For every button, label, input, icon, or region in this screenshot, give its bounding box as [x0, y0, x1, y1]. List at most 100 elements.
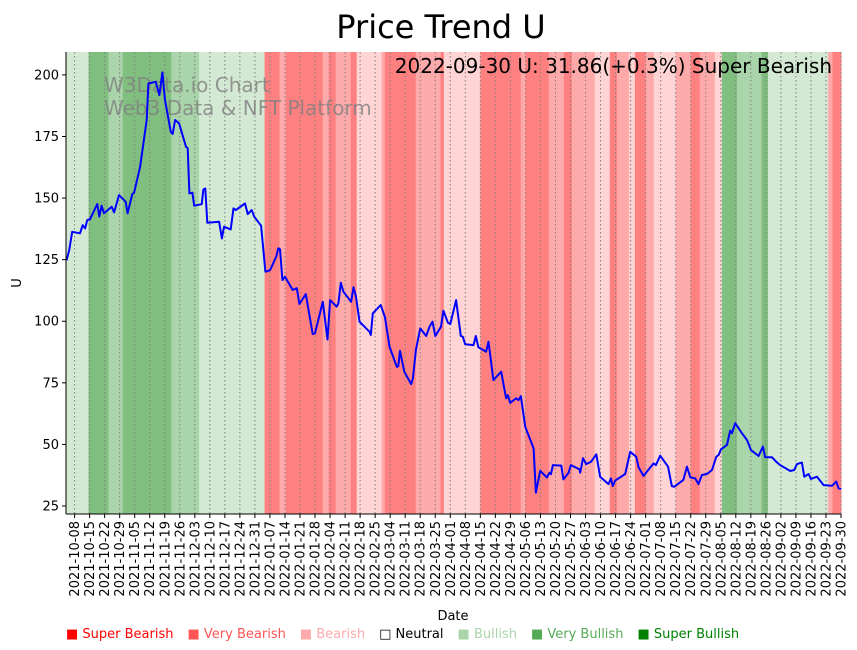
x-tick-label: 2022-05-20 — [549, 521, 564, 597]
sentiment-band — [66, 52, 90, 514]
legend-item: □ Neutral — [379, 627, 443, 642]
x-tick-label: 2021-12-31 — [248, 521, 263, 597]
sentiment-band — [634, 52, 647, 514]
x-tick-label: 2022-07-08 — [654, 521, 669, 597]
x-tick-label: 2022-05-13 — [534, 521, 549, 597]
sentiment-band — [761, 52, 769, 514]
x-axis-label: Date — [437, 609, 468, 624]
watermark-line-1: W3Data.io Chart — [104, 73, 270, 97]
y-axis-ticks: 25 50 75 100 125 150 175 200 — [34, 68, 66, 514]
y-axis-label: U — [10, 278, 25, 288]
watermark-line-2: Web3 Data & NFT Platform — [104, 96, 372, 120]
legend-item: ■ Bearish — [300, 627, 365, 642]
x-tick-label: 2021-12-17 — [218, 521, 233, 597]
legend-label: Neutral — [396, 627, 444, 642]
legend-label: Very Bullish — [547, 627, 623, 642]
legend-swatch-icon: ■ — [637, 627, 653, 642]
x-tick-label: 2022-05-27 — [564, 521, 579, 597]
sentiment-band — [415, 52, 442, 514]
x-tick-label: 2022-06-17 — [609, 521, 624, 597]
sentiment-band — [675, 52, 692, 514]
x-tick-label: 2022-09-09 — [789, 521, 804, 597]
x-tick-label: 2021-12-03 — [188, 521, 203, 597]
legend-item: ■ Bullish — [458, 627, 517, 642]
sentiment-band — [828, 52, 833, 514]
x-tick-label: 2022-04-22 — [489, 521, 504, 597]
x-tick-label: 2022-02-18 — [354, 521, 369, 597]
x-tick-label: 2022-03-11 — [399, 521, 414, 597]
x-tick-label: 2021-11-19 — [158, 521, 173, 597]
sentiment-band — [832, 52, 842, 514]
latest-annotation: 2022-09-30 U: 31.86(+0.3%) Super Bearish — [395, 54, 832, 78]
sentiment-band — [653, 52, 677, 514]
legend-label: Super Bullish — [654, 627, 739, 642]
sentiment-band — [690, 52, 701, 514]
legend-swatch-icon: □ — [379, 627, 395, 642]
sentiment-band — [381, 52, 386, 514]
legend-swatch-icon: ■ — [66, 627, 82, 642]
sentiment-band — [108, 52, 124, 514]
y-tick-label: 150 — [34, 192, 59, 207]
price-line-series-u — [65, 71, 842, 494]
x-tick-label: 2022-07-01 — [639, 521, 654, 597]
sentiment-band — [264, 52, 281, 514]
x-tick-label: 2022-01-21 — [294, 521, 309, 597]
grid-lines — [74, 52, 842, 514]
x-tick-label: 2022-03-25 — [429, 521, 444, 597]
x-tick-label: 2022-02-04 — [324, 521, 339, 597]
legend-item: ■ Very Bullish — [531, 627, 623, 642]
sentiment-band — [443, 52, 481, 514]
x-tick-label: 2022-06-24 — [624, 521, 639, 597]
x-tick-label: 2022-01-14 — [278, 521, 293, 597]
x-tick-label: 2022-04-08 — [459, 521, 474, 597]
sentiment-band — [350, 52, 358, 514]
sentiment-band — [645, 52, 655, 514]
sentiment-bands — [66, 52, 842, 514]
sentiment-band — [384, 52, 417, 514]
sentiment-band — [520, 52, 526, 514]
sentiment-band — [328, 52, 337, 514]
x-tick-label: 2022-07-15 — [669, 521, 684, 597]
sentiment-band — [768, 52, 829, 514]
legend-swatch-icon: ■ — [458, 627, 474, 642]
x-tick-label: 2021-12-10 — [203, 521, 218, 597]
chart-title: Price Trend U — [336, 8, 545, 46]
sentiment-band — [736, 52, 763, 514]
legend-item: ■ Super Bullish — [637, 627, 739, 642]
sentiment-band — [609, 52, 618, 514]
x-tick-label: 2022-07-29 — [699, 521, 714, 597]
x-tick-label: 2021-10-22 — [98, 521, 113, 597]
sentiment-band — [525, 52, 550, 514]
y-tick-label: 200 — [34, 68, 59, 83]
x-tick-label: 2022-02-25 — [369, 521, 384, 597]
sentiment-band — [279, 52, 287, 514]
sentiment-band — [571, 52, 596, 514]
sentiment-band — [285, 52, 324, 514]
x-tick-label: 2022-06-03 — [579, 521, 594, 597]
x-tick-label: 2022-08-19 — [744, 521, 759, 597]
sentiment-band — [714, 52, 723, 514]
y-tick-label: 75 — [42, 376, 59, 391]
legend-swatch-icon: ■ — [300, 627, 316, 642]
x-axis-ticks: 2021-10-08 2021-10-15 2021-10-22 2021-10-29… — [68, 514, 850, 597]
legend: ■ Super Bearish ■ Very Bearish ■ Bearish □ … — [66, 627, 739, 642]
legend-label: Bearish — [316, 627, 365, 642]
x-tick-label: 2022-08-26 — [759, 521, 774, 597]
x-tick-label: 2022-01-28 — [309, 521, 324, 597]
sentiment-band — [335, 52, 352, 514]
y-tick-label: 25 — [42, 499, 59, 514]
sentiment-band — [122, 52, 172, 514]
legend-label: Very Bearish — [204, 627, 286, 642]
x-tick-label: 2022-04-15 — [474, 521, 489, 597]
x-tick-label: 2022-04-29 — [504, 521, 519, 597]
y-tick-label: 175 — [34, 130, 59, 145]
x-tick-label: 2022-03-18 — [414, 521, 429, 597]
x-tick-label: 2022-09-30 — [835, 521, 850, 597]
sentiment-band — [628, 52, 636, 514]
x-tick-label: 2022-07-22 — [684, 521, 699, 597]
legend-item: ■ Super Bearish — [66, 627, 174, 642]
x-tick-label: 2021-11-26 — [173, 521, 188, 597]
legend-label: Bullish — [474, 627, 517, 642]
sentiment-band — [563, 52, 573, 514]
